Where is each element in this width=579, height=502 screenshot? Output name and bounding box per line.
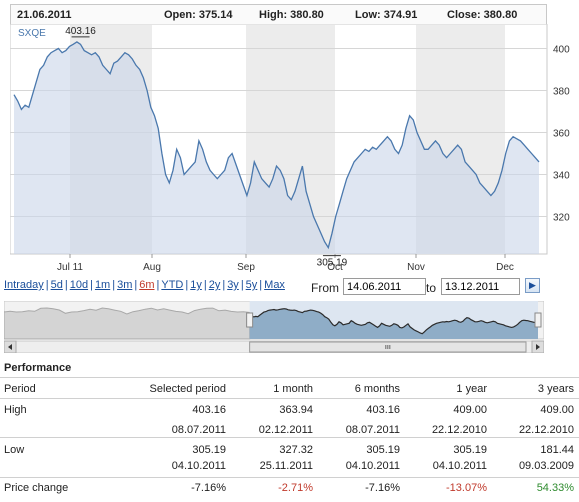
range-link-10d[interactable]: 10d [69, 279, 89, 291]
ohlc-low: Low: 374.91 [355, 9, 418, 21]
date-cell: 04.10.2011 [432, 460, 487, 472]
ohlc-bar: 21.06.2011 Open: 375.14 High: 380.80 Low… [10, 4, 547, 24]
value-cell: 409.00 [540, 404, 574, 416]
range-separator: | [240, 279, 244, 291]
header-period: Period [4, 383, 36, 395]
range-link-3y[interactable]: 3y [227, 279, 239, 291]
table-divider [0, 477, 579, 478]
navigator-handle-left[interactable] [246, 312, 254, 328]
date-cell: 22.12.2010 [431, 424, 487, 436]
range-separator: | [156, 279, 160, 291]
header-column: 3 years [537, 383, 574, 395]
arrow-left-icon [8, 344, 12, 350]
x-tick-label: Oct [327, 262, 343, 273]
header-column: 6 months [354, 383, 400, 395]
range-link-max[interactable]: Max [264, 279, 285, 291]
range-separator: | [203, 279, 207, 291]
value-cell: 54.33% [536, 482, 574, 494]
value-cell: 409.00 [453, 404, 487, 416]
to-date-input[interactable] [441, 278, 520, 295]
x-tick-label: Aug [143, 262, 161, 273]
date-cell: 08.07.2011 [171, 424, 226, 436]
range-link-intraday[interactable]: Intraday [4, 279, 44, 291]
value-cell: 181.44 [540, 444, 574, 456]
range-separator: | [64, 279, 68, 291]
row-label: High [4, 404, 27, 416]
price-line [13, 41, 540, 250]
y-tick-label: 380 [553, 87, 570, 98]
range-link-6m[interactable]: 6m [139, 279, 155, 291]
y-tick-label: 400 [553, 45, 570, 56]
value-cell: 305.19 [192, 444, 226, 456]
range-link-ytd[interactable]: YTD [161, 279, 184, 291]
annotation-label: 305.19 [317, 258, 348, 269]
date-cell: 04.10.2011 [171, 460, 226, 472]
navigator-handle-right[interactable] [534, 312, 542, 328]
symbol-label: SXQE [18, 28, 46, 39]
value-cell: 363.94 [279, 404, 313, 416]
ohlc-high: High: 380.80 [259, 9, 324, 21]
ohlc-close: Close: 380.80 [447, 9, 518, 21]
arrow-right-icon [536, 344, 540, 350]
navigator-history-area [4, 307, 251, 340]
value-cell: 305.19 [453, 444, 487, 456]
header-column: Selected period [149, 383, 226, 395]
range-link-2y[interactable]: 2y [208, 279, 221, 291]
table-divider [0, 437, 579, 438]
date-cell: 09.03.2009 [518, 460, 574, 472]
y-tick-label: 340 [553, 171, 570, 182]
range-link-1y[interactable]: 1y [190, 279, 202, 291]
value-cell: -2.71% [278, 482, 313, 494]
table-divider [0, 398, 579, 399]
range-separator: | [185, 279, 189, 291]
value-cell: -7.16% [191, 482, 226, 494]
x-tick-label: Sep [237, 262, 255, 273]
apply-period-button[interactable]: ▶ [525, 278, 540, 293]
range-link-3m[interactable]: 3m [117, 279, 133, 291]
annotation-label: 403.16 [65, 26, 96, 37]
value-cell: 327.32 [279, 444, 313, 456]
x-tick-label: Nov [407, 262, 425, 273]
range-separator: | [45, 279, 49, 291]
ohlc-date: 21.06.2011 [17, 9, 72, 21]
table-divider [0, 377, 579, 378]
date-cell: 25.11.2011 [259, 460, 313, 472]
date-cell: 22.12.2010 [518, 424, 574, 436]
range-separator: | [222, 279, 226, 291]
y-tick-label: 360 [553, 129, 570, 140]
header-column: 1 year [456, 383, 487, 395]
value-cell: 305.19 [366, 444, 400, 456]
navigator-selection-line [249, 308, 539, 335]
price-area [14, 41, 539, 255]
value-cell: 403.16 [192, 404, 226, 416]
range-link-5y[interactable]: 5y [245, 279, 258, 291]
row-label: Price change [4, 482, 69, 494]
range-link-5d[interactable]: 5d [50, 279, 63, 291]
performance-title: Performance [4, 362, 72, 374]
date-cell: 08.07.2011 [345, 424, 400, 436]
price-chart[interactable]: 400 380 360 340 320 Jul 11 Aug Sep Oct Nov Dec SXQE… [10, 24, 579, 276]
range-separator: | [134, 279, 138, 291]
y-tick-label: 320 [553, 213, 570, 224]
range-separator: | [90, 279, 93, 291]
value-cell: -13.07% [446, 482, 487, 494]
triangle-right-icon: ▶ [529, 280, 536, 290]
value-cell: -7.16% [365, 482, 400, 494]
range-selector: Intraday | 5d | 10d | 1m | 3m | 6m | YTD | 1y | 2y | 3y | 5y… [4, 279, 285, 291]
x-tick-label: Jul 11 [57, 262, 83, 273]
date-cell: 02.12.2011 [258, 424, 313, 436]
range-separator: | [259, 279, 263, 291]
row-label: Low [4, 444, 25, 456]
navigator[interactable] [4, 301, 544, 353]
date-cell: 04.10.2011 [345, 460, 400, 472]
from-label: From [311, 281, 339, 295]
range-link-1m[interactable]: 1m [94, 279, 111, 291]
ohlc-open: Open: 375.14 [164, 9, 233, 21]
from-date-input[interactable] [343, 278, 426, 295]
value-cell: 403.16 [366, 404, 400, 416]
header-column: 1 month [273, 383, 313, 395]
to-label: to [426, 281, 437, 295]
range-separator: | [112, 279, 116, 291]
x-tick-label: Dec [496, 262, 514, 273]
